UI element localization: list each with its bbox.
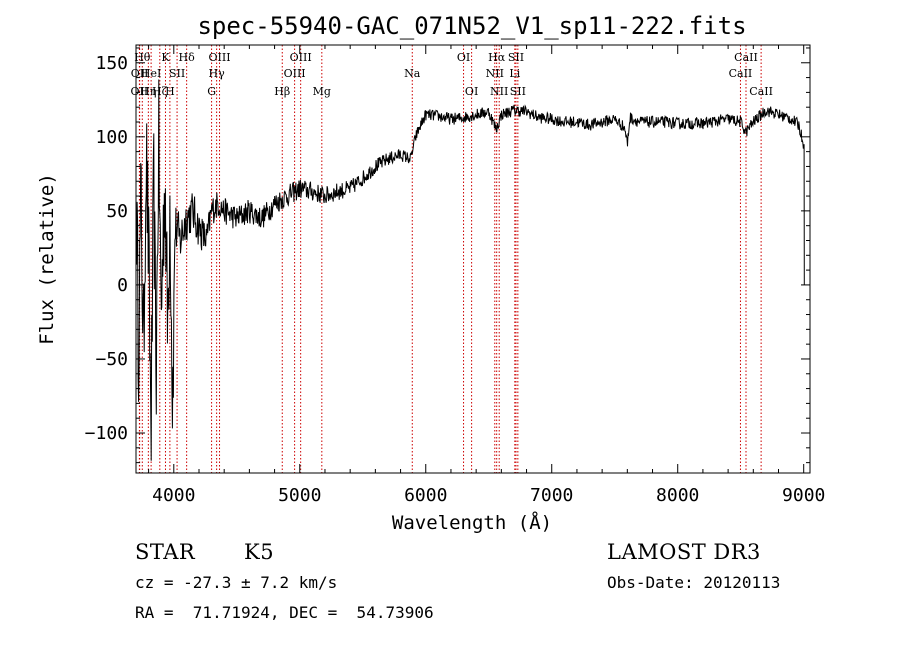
x-tick-label: 7000 [530,485,573,506]
emission-line-label: H [165,85,175,98]
emission-line-label: NII [490,85,508,98]
y-axis-label: Flux (relative) [36,173,58,345]
emission-line-label: SII [508,51,524,64]
emission-line-label: K [161,51,170,64]
emission-line-label: OIII [208,51,230,64]
emission-line-label: Hθ [134,51,151,64]
emission-line-label: OII [131,67,149,80]
plot-frame [135,44,811,474]
emission-line-label: Hδ [179,51,196,64]
emission-line-label: CaII [749,85,773,98]
observation-date: Obs-Date: 20120113 [607,573,781,592]
chart-title: spec-55940-GAC_071N52_V1_sp11-222.fits [197,12,746,40]
y-axis: −100 −50 0 50 100 150 [85,47,810,464]
emission-lines [138,45,762,473]
x-axis: 4000 5000 6000 7000 8000 9000 [148,45,825,506]
y-tick-label: 50 [106,201,128,222]
emission-line-labels: OII OII Hθ Hη HeI Hζ K H SII Hδ G Hγ OIII Hβ OIII OIII M… [131,51,773,98]
survey-name: LAMOST DR3 [607,540,761,564]
y-tick-label: 100 [95,127,128,148]
object-class: STAR [135,540,196,564]
sky-coordinates: RA = 71.71924, DEC = 54.73906 [135,603,434,622]
emission-line-label: Li [509,67,520,80]
flux-series-line [136,79,805,461]
y-tick-label: −50 [95,349,128,370]
emission-line-label: HeI [141,67,161,80]
x-tick-label: 4000 [152,485,195,506]
emission-line-label: OII [131,85,149,98]
redshift-velocity: cz = -27.3 ± 7.2 km/s [135,573,338,592]
emission-line-label: OI [457,51,470,64]
emission-line-label: NII [486,67,504,80]
emission-line-label: Hα [488,51,506,64]
object-subclass: K5 [244,540,275,564]
emission-line-label: Hβ [274,85,290,98]
emission-line-label: OIII [290,51,312,64]
emission-line-label: Hζ [152,85,168,98]
emission-line-label: Hη [140,85,156,98]
emission-line-label: Na [404,67,421,80]
emission-line-label: OIII [284,67,306,80]
y-tick-label: −100 [85,423,128,444]
y-tick-label: 150 [95,53,128,74]
emission-line-label: CaII [729,67,753,80]
emission-line-label: Hγ [209,67,226,80]
x-tick-label: 9000 [782,485,825,506]
emission-line-label: SII [510,85,526,98]
emission-line-label: CaII [734,51,758,64]
x-tick-label: 5000 [278,485,321,506]
x-tick-label: 6000 [404,485,447,506]
emission-line-label: G [207,85,216,98]
emission-line-label: OI [465,85,478,98]
x-tick-label: 8000 [656,485,699,506]
emission-line-label: SII [169,67,185,80]
emission-line-label: Mg [313,85,331,98]
y-tick-label: 0 [117,275,128,296]
x-axis-label: Wavelength (Å) [392,511,552,534]
